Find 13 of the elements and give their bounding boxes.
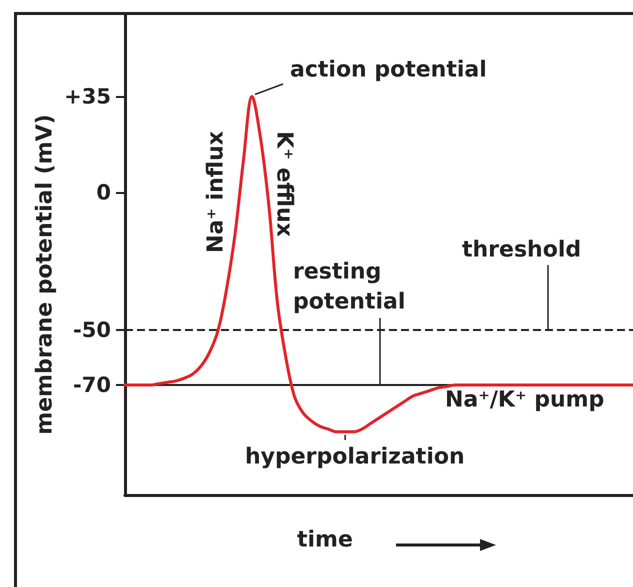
annotation: hyperpolarization: [245, 444, 465, 470]
ref-line-label: threshold: [462, 238, 582, 262]
x-axis-title: time: [297, 528, 353, 552]
annotation: action potential: [290, 58, 487, 82]
y-tick-label: +35: [64, 84, 111, 108]
ref-line-label: resting potential: [293, 260, 406, 314]
y-axis-title: membrane potential (mV): [32, 114, 58, 435]
annotation: Na⁺ influx: [204, 131, 228, 253]
y-tick-label: 0: [96, 180, 111, 205]
y-tick-label: -50: [73, 318, 111, 342]
annotation: Na⁺/K⁺ pump: [445, 388, 604, 412]
annotation: K⁺ efflux: [272, 131, 296, 237]
y-tick-label: -70: [73, 373, 111, 398]
